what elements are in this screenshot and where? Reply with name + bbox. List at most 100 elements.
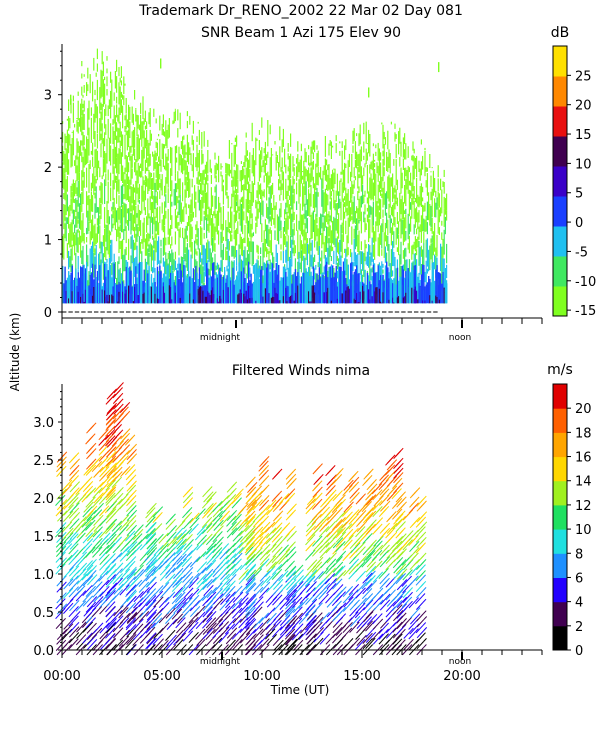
snr-cell (419, 168, 421, 181)
snr-cell (152, 282, 154, 304)
wind-barb-flag (65, 503, 69, 508)
snr-cell (249, 199, 251, 209)
snr-cell (293, 178, 295, 185)
snr-cell (258, 140, 260, 151)
wind-barb (133, 572, 141, 581)
snr-cell (81, 61, 83, 67)
wind-barb-flag (186, 564, 190, 569)
snr-cell (248, 181, 250, 205)
snr-cell (111, 214, 113, 232)
wind-barb-flag (108, 489, 112, 494)
snr-cell (443, 208, 445, 227)
snr-cell (441, 189, 443, 214)
snr-cell (93, 57, 95, 71)
wind-barb (68, 589, 76, 598)
snr-cell (62, 145, 64, 162)
snr-cell (149, 129, 151, 146)
wind-barb-flag (73, 568, 77, 572)
snr-cell (328, 211, 330, 218)
snr-cell (90, 117, 92, 143)
snr-cell (321, 214, 323, 229)
snr-cell (360, 166, 362, 192)
wind-barb (126, 616, 135, 624)
snr-cell (327, 287, 329, 304)
snr-cell (123, 229, 125, 240)
wind-barb-flag (150, 568, 155, 573)
snr-cell (159, 115, 161, 131)
snr-cell (233, 260, 235, 280)
snr-cell (269, 157, 271, 183)
snr-cell (334, 272, 336, 304)
snr-cell (406, 259, 408, 274)
snr-cell (185, 247, 187, 263)
snr-cell (154, 182, 156, 210)
snr-cell (389, 269, 391, 304)
snr-cell (413, 148, 415, 154)
wind-barb (99, 647, 107, 656)
wind-barb-flag (246, 627, 250, 631)
wind-barb-flag (180, 556, 185, 561)
wind-barb-flag (101, 466, 106, 471)
wind-barb (145, 596, 153, 605)
snr-cell (77, 237, 79, 253)
snr-cell (360, 251, 362, 265)
snr-cell (114, 262, 116, 279)
snr-cell (86, 227, 88, 235)
wind-barb (105, 577, 113, 586)
snr-cell (260, 269, 262, 304)
snr-cell (174, 260, 176, 270)
snr-cell (63, 233, 65, 260)
wind-barb-flag (216, 585, 221, 590)
snr-cell (326, 193, 328, 223)
wind-barb (86, 642, 95, 651)
snr-cell (279, 126, 281, 141)
snr-cell (180, 155, 182, 173)
snr-cell (393, 159, 395, 166)
snr-cell (364, 269, 366, 304)
snr-cell (291, 295, 293, 304)
wind-barb (219, 602, 227, 611)
snr-cell (99, 87, 101, 114)
snr-cell (124, 203, 126, 231)
snr-cell (119, 86, 121, 115)
wind-barb-flag (211, 644, 216, 649)
snr-cell (316, 217, 318, 224)
snr-cell (369, 134, 371, 135)
wind-barb-flag (209, 606, 213, 611)
snr-cell (93, 252, 95, 278)
snr-cell (396, 267, 399, 304)
snr-cell (186, 111, 188, 117)
wind-barb-flag (245, 592, 249, 597)
snr-cell (94, 264, 96, 304)
wind-barb-flag (62, 633, 67, 638)
snr-cell (143, 130, 145, 159)
wind-barb (98, 636, 106, 645)
snr-cell (110, 274, 112, 304)
snr-cell (404, 149, 406, 160)
snr-cell (317, 150, 319, 167)
wind-barb (106, 585, 115, 594)
snr-cell (408, 189, 410, 217)
wind-barb (145, 647, 153, 656)
snr-cell (317, 166, 319, 186)
snr-cell (309, 238, 311, 263)
snr-cell (396, 197, 398, 207)
snr-cell (69, 204, 71, 217)
snr-cell (195, 191, 197, 200)
snr-cell (270, 230, 272, 256)
wind-barb-flag (75, 626, 80, 631)
snr-cell (159, 183, 161, 188)
snr-cell (416, 249, 418, 256)
wind-barb-flag (200, 576, 205, 581)
snr-cell (353, 167, 355, 178)
snr-cell (388, 299, 390, 304)
snr-cell (352, 201, 354, 224)
snr-cell (297, 230, 299, 260)
wind-barb-flag (223, 497, 227, 502)
snr-cell (93, 166, 95, 195)
wind-barb-flag (179, 613, 184, 618)
snr-cell (404, 278, 406, 304)
wind-barb (202, 614, 210, 623)
snr-cell (244, 155, 246, 168)
wind-barb-flag (238, 628, 243, 633)
